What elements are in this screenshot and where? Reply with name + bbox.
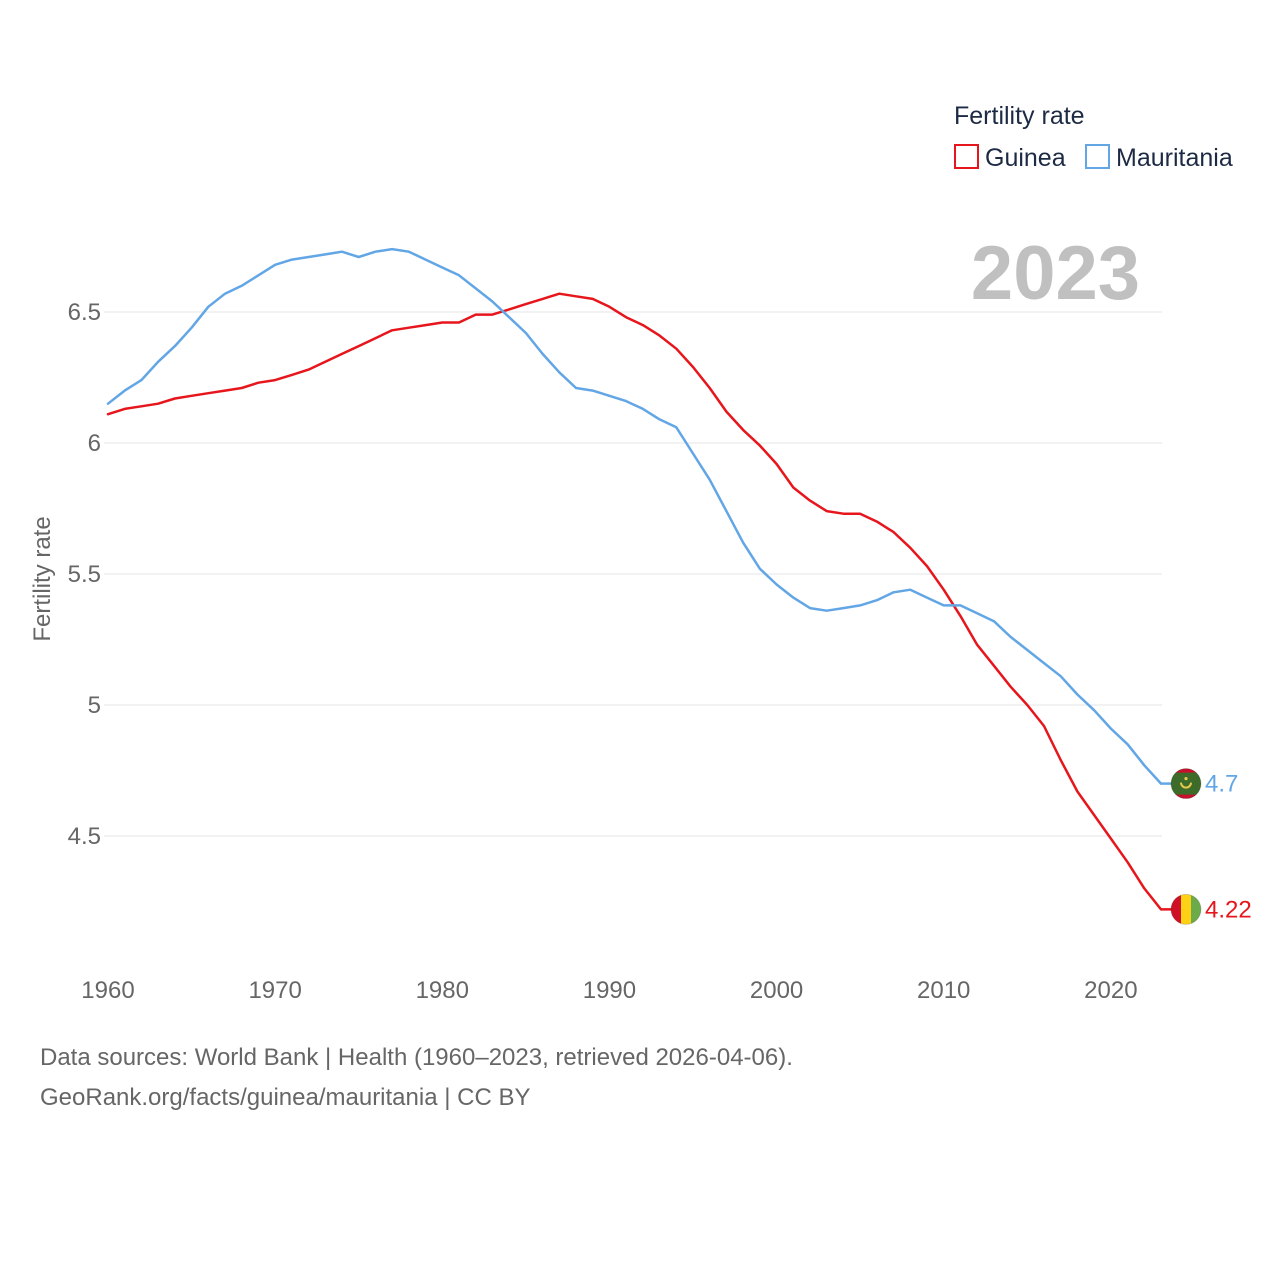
- x-tick-label: 1960: [81, 977, 134, 1004]
- y-axis-title: Fertility rate: [29, 516, 56, 641]
- x-axis-ticks: 1960 1970 1980 1990 2000 2010 2020: [81, 977, 1137, 1004]
- y-tick-label: 5.5: [68, 561, 101, 588]
- y-tick-label: 5: [88, 692, 101, 719]
- y-tick-label: 4.5: [68, 823, 101, 850]
- legend-title: Fertility rate: [954, 102, 1085, 130]
- y-axis-ticks: 6.5 6 5.5 5 4.5: [68, 299, 101, 850]
- gridlines: [104, 311, 1162, 837]
- footer-link[interactable]: GeoRank.org/facts/guinea/mauritania | CC…: [40, 1084, 531, 1111]
- legend-label-guinea: Guinea: [985, 144, 1066, 172]
- x-tick-label: 2010: [917, 977, 970, 1004]
- x-tick-label: 1990: [583, 977, 636, 1004]
- legend: Fertility rate Guinea Mauritania: [954, 102, 1233, 172]
- guinea-flag-icon: [1170, 893, 1202, 925]
- x-tick-label: 1980: [416, 977, 469, 1004]
- footer-sources: Data sources: World Bank | Health (1960–…: [40, 1044, 793, 1071]
- year-label: 2023: [971, 231, 1140, 316]
- end-value-label-mauritania: 4.7: [1205, 771, 1238, 798]
- legend-swatch-mauritania: [1085, 144, 1110, 169]
- legend-item-mauritania[interactable]: Mauritania: [1085, 144, 1233, 172]
- series-line-mauritania: [106, 247, 1163, 785]
- x-tick-label: 1970: [248, 977, 301, 1004]
- mauritania-flag-icon: [1170, 768, 1202, 800]
- series-line-guinea: [106, 292, 1163, 911]
- x-tick-label: 2020: [1084, 977, 1137, 1004]
- x-tick-label: 2000: [750, 977, 803, 1004]
- legend-label-mauritania: Mauritania: [1116, 144, 1233, 172]
- y-tick-label: 6.5: [68, 299, 101, 326]
- y-tick-label: 6: [88, 430, 101, 457]
- legend-item-guinea[interactable]: Guinea: [954, 144, 1066, 172]
- series-end-markers: 4.22 4.7: [1161, 768, 1252, 925]
- legend-swatch-guinea: [954, 144, 979, 169]
- series-lines: [106, 247, 1163, 911]
- end-value-label-guinea: 4.22: [1205, 896, 1252, 923]
